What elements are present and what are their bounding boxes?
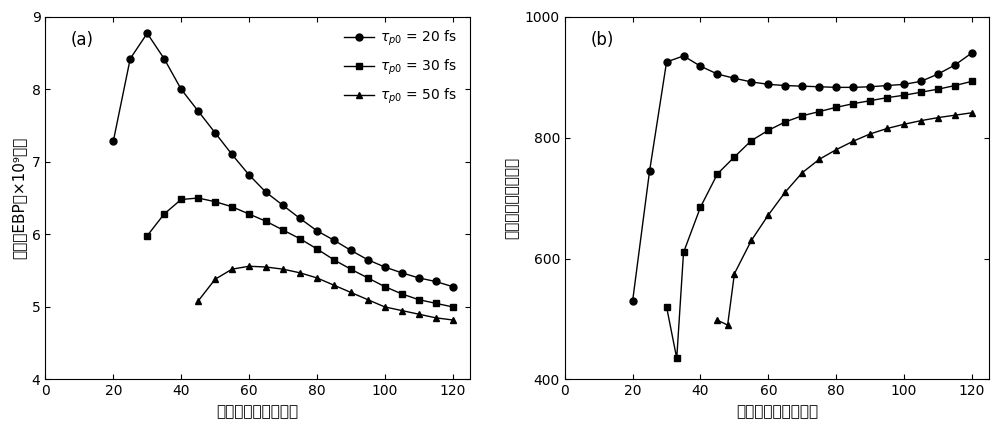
Y-axis label: 闪频光EBP（×10⁹瓦）: 闪频光EBP（×10⁹瓦） <box>11 137 26 259</box>
X-axis label: 泵浦光脉宽（飞秒）: 泵浦光脉宽（飞秒） <box>216 404 299 419</box>
Legend: $\tau_{p0}$ = 20 fs, $\tau_{p0}$ = 30 fs, $\tau_{p0}$ = 50 fs: $\tau_{p0}$ = 20 fs, $\tau_{p0}$ = 30 fs… <box>338 24 463 112</box>
Y-axis label: 闪频光带宽（纳米）: 闪频光带宽（纳米） <box>504 157 519 239</box>
Text: (b): (b) <box>590 31 614 49</box>
Text: (a): (a) <box>71 31 94 49</box>
X-axis label: 泵浦光脉宽（飞秒）: 泵浦光脉宽（飞秒） <box>736 404 818 419</box>
